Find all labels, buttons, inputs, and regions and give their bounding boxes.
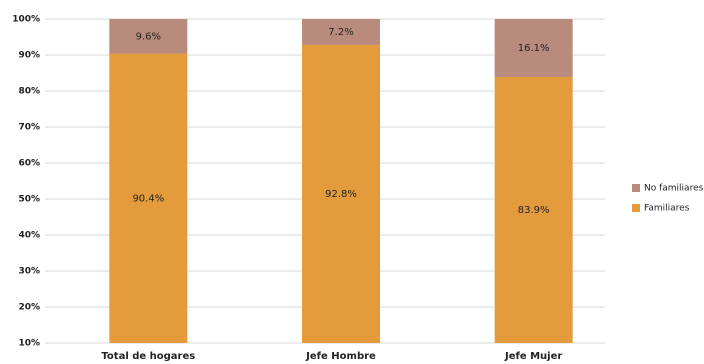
y-tick-label: 40% — [18, 231, 40, 241]
value-label: 9.6% — [136, 31, 161, 42]
y-tick-label: 50% — [18, 195, 40, 205]
legend-label: Familiares — [644, 204, 690, 214]
value-label: 83.9% — [518, 205, 550, 216]
legend-label: No familiares — [644, 184, 704, 194]
y-tick-label: 30% — [18, 267, 40, 277]
y-tick-label: 100% — [12, 15, 40, 25]
value-label: 92.8% — [325, 189, 357, 200]
y-tick-label: 80% — [18, 87, 40, 97]
y-tick-label: 20% — [18, 303, 40, 313]
bar-segment — [302, 44, 380, 343]
legend-swatch — [632, 204, 640, 212]
value-label: 90.4% — [132, 193, 164, 204]
y-tick-label: 10% — [18, 339, 40, 349]
x-tick-label: Jefe Hombre — [305, 351, 376, 362]
bar-segment — [494, 19, 573, 77]
x-tick-label: Total de hogares — [101, 351, 195, 362]
bar-segment — [109, 53, 188, 343]
bar-segment — [109, 19, 188, 54]
x-tick-label: Jefe Mujer — [504, 351, 562, 362]
y-tick-label: 60% — [18, 159, 40, 169]
y-tick-label: 90% — [18, 51, 40, 61]
legend-swatch — [632, 184, 640, 192]
plot-area — [109, 19, 573, 343]
bar-segment — [302, 19, 380, 45]
value-label: 7.2% — [328, 27, 353, 38]
value-label: 16.1% — [518, 43, 550, 54]
bar-segment — [494, 76, 573, 343]
y-tick-label: 70% — [18, 123, 40, 133]
